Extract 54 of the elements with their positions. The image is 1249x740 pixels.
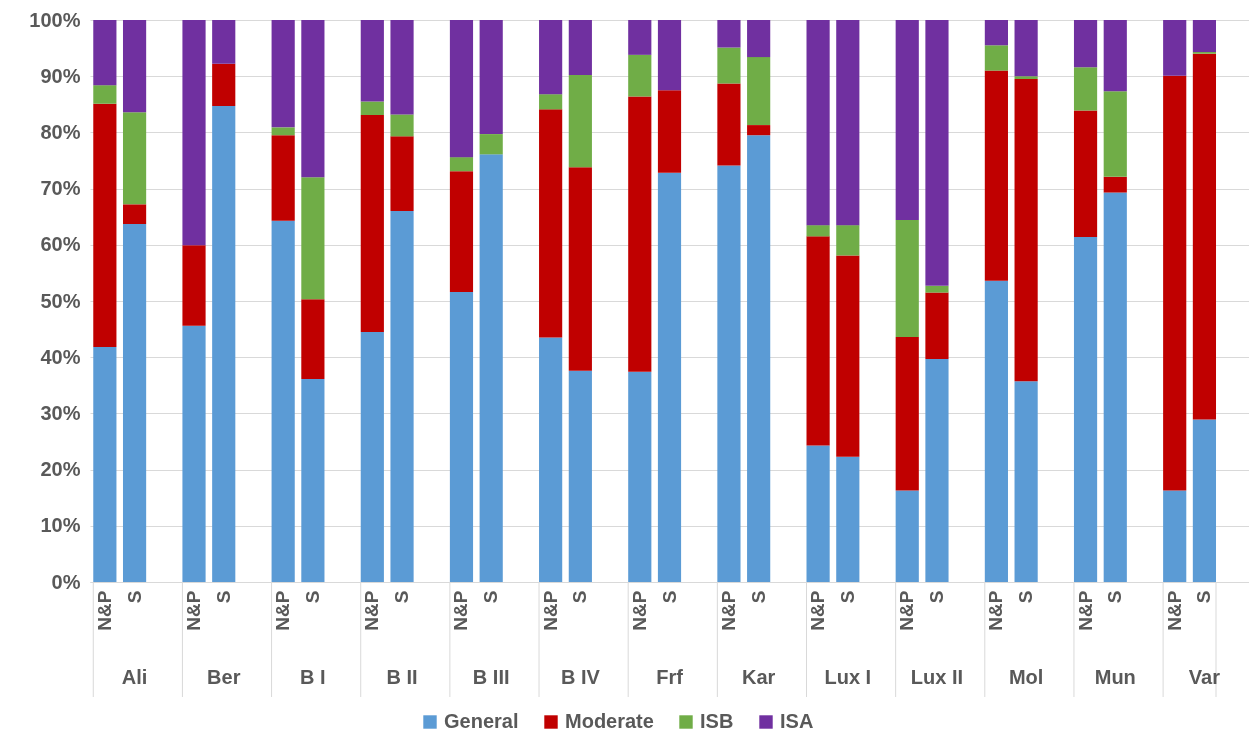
x-tick-label: N&P <box>896 590 918 631</box>
y-tick-label: 50% <box>40 289 81 312</box>
x-tick-label: S <box>1193 590 1215 604</box>
text: Mun <box>1094 666 1136 688</box>
x-tick-label: S <box>569 590 591 604</box>
text: Ali <box>121 666 148 688</box>
x-tick-label: S <box>391 590 413 604</box>
legend-label: ISB <box>700 710 734 732</box>
y-tick-label: 20% <box>40 458 81 481</box>
x-tick-label: N&P <box>717 590 739 631</box>
text: B I <box>300 666 326 688</box>
y-tick-label: 70% <box>40 177 81 200</box>
x-tick-label: N&P <box>272 590 294 631</box>
x-tick-label: S <box>836 590 858 604</box>
x-tick-label: N&P <box>807 590 829 631</box>
text: Lux II <box>910 666 964 688</box>
y-tick-label: 30% <box>40 401 81 424</box>
x-tick-label: N&P <box>985 590 1007 631</box>
x-tick-label: S <box>212 590 234 604</box>
y-tick-label: 0% <box>51 570 81 593</box>
y-tick-label: 10% <box>40 514 81 537</box>
x-tick-label: N&P <box>539 590 561 631</box>
legend-label: Moderate <box>565 710 654 732</box>
x-tick-label: N&P <box>93 590 115 631</box>
x-tick-label: S <box>925 590 947 604</box>
text: Var <box>1188 666 1221 688</box>
x-tick-label: S <box>658 590 680 604</box>
text: Mol <box>1008 666 1044 688</box>
x-tick-label: S <box>1104 590 1126 604</box>
y-tick-label: 100% <box>29 8 81 31</box>
x-tick-label: S <box>480 590 502 604</box>
y-tick-label: 80% <box>40 120 81 143</box>
x-tick-label: S <box>123 590 145 604</box>
x-tick-label: S <box>747 590 769 604</box>
x-tick-label: N&P <box>628 590 650 631</box>
x-tick-label: S <box>1015 590 1037 604</box>
text: B III <box>472 666 510 688</box>
text: Ber <box>207 666 241 688</box>
x-tick-label: N&P <box>1074 590 1096 631</box>
text: Lux I <box>824 666 872 688</box>
legend-label: ISA <box>780 710 814 732</box>
x-tick-label: N&P <box>361 590 383 631</box>
text: Frf <box>656 666 684 688</box>
x-tick-label: N&P <box>450 590 472 631</box>
y-tick-label: 60% <box>40 233 81 256</box>
y-tick-label: 90% <box>40 64 81 87</box>
y-tick-label: 40% <box>40 345 81 368</box>
x-tick-label: S <box>301 590 323 604</box>
legend-label: General <box>444 710 519 732</box>
text: B IV <box>560 666 601 688</box>
text: B II <box>386 666 418 688</box>
x-tick-label: N&P <box>1163 590 1185 631</box>
x-tick-label: N&P <box>183 590 205 631</box>
text: Kar <box>741 666 776 688</box>
